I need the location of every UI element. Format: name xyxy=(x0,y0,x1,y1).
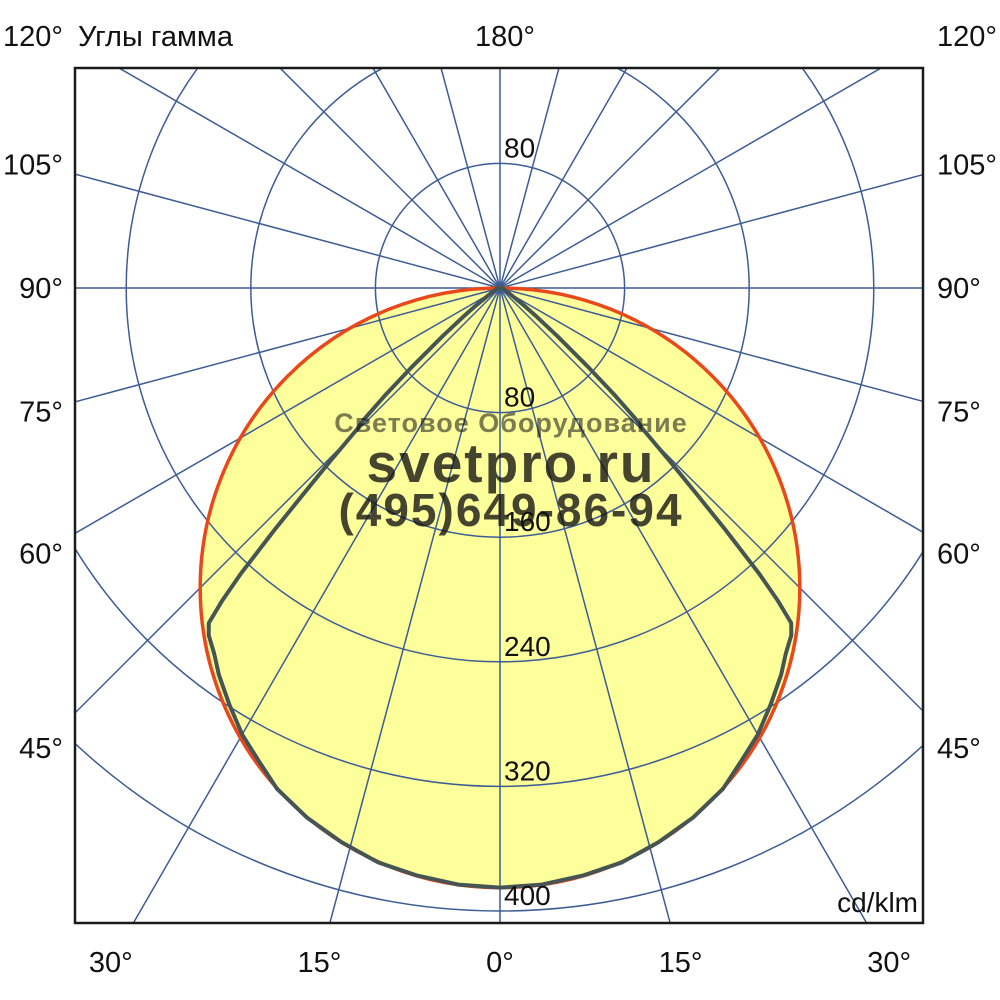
radial-tick-label-top: 80 xyxy=(504,132,535,163)
angle-label-bottom: 30° xyxy=(867,947,911,979)
grid-ray xyxy=(75,287,501,535)
grid-ray xyxy=(499,287,923,713)
angle-label-left: 120° xyxy=(3,21,63,53)
radial-tick-label: 80 xyxy=(504,382,535,413)
watermark-line-3: (495)649-86-94 xyxy=(338,484,683,536)
grid-ray xyxy=(372,68,501,289)
angle-label-left: 105° xyxy=(3,150,63,182)
grid-ray xyxy=(75,287,501,403)
watermark: Световое Оборудование svetpro.ru (495)64… xyxy=(334,408,687,536)
grid-ray xyxy=(499,287,923,403)
grid-ray xyxy=(499,173,923,289)
unit-label: cd/klm xyxy=(837,887,918,918)
angle-label-right: 75° xyxy=(937,396,981,428)
grid-ray xyxy=(117,68,501,289)
angle-label-left: 90° xyxy=(19,273,63,305)
grid-ray xyxy=(499,287,671,923)
chart-title: Углы гамма xyxy=(78,21,234,53)
dark-intensity-curve xyxy=(206,286,794,890)
grid-ray xyxy=(75,287,501,715)
grid-ray xyxy=(499,68,560,289)
grid-ray xyxy=(499,68,722,289)
angle-label-bottom: 15° xyxy=(297,947,341,979)
watermark-line-2: svetpro.ru xyxy=(367,432,656,494)
intensity-curves xyxy=(198,286,802,890)
grid-ray xyxy=(440,68,501,289)
radial-tick-label: 240 xyxy=(504,631,551,662)
axis-labels: 80 160 240 320 400 80 45° 45° 60° 60° 75° 75° 90° 90°… xyxy=(3,21,997,979)
angle-label-left: 60° xyxy=(19,539,63,571)
grid-ray xyxy=(499,68,628,289)
angle-label-left: 45° xyxy=(19,733,63,765)
angle-label-right: 120° xyxy=(937,21,997,53)
radial-tick-label: 400 xyxy=(504,880,551,911)
angle-label-right: 90° xyxy=(937,273,981,305)
grid-ray xyxy=(499,68,883,289)
grid-ray xyxy=(499,287,868,923)
angle-label-bottom: 30° xyxy=(89,947,133,979)
angle-label-bottom: 0° xyxy=(486,947,514,979)
grid-ray xyxy=(329,287,501,923)
grid-ray xyxy=(278,68,501,289)
angle-label-left: 75° xyxy=(19,396,63,428)
plot-border xyxy=(73,66,925,925)
angle-label-right: 45° xyxy=(937,733,981,765)
top-angle-label: 180° xyxy=(475,21,535,53)
angle-label-right: 105° xyxy=(937,150,997,182)
angle-label-bottom: 15° xyxy=(659,947,703,979)
watermark-line-1: Световое Оборудование xyxy=(334,408,687,438)
angle-label-right: 60° xyxy=(937,539,981,571)
grid-ray xyxy=(499,287,923,534)
radial-tick-label: 160 xyxy=(504,506,551,537)
grid-ray xyxy=(75,173,501,289)
radial-tick-label: 320 xyxy=(504,755,551,786)
grid-ray xyxy=(132,287,501,923)
